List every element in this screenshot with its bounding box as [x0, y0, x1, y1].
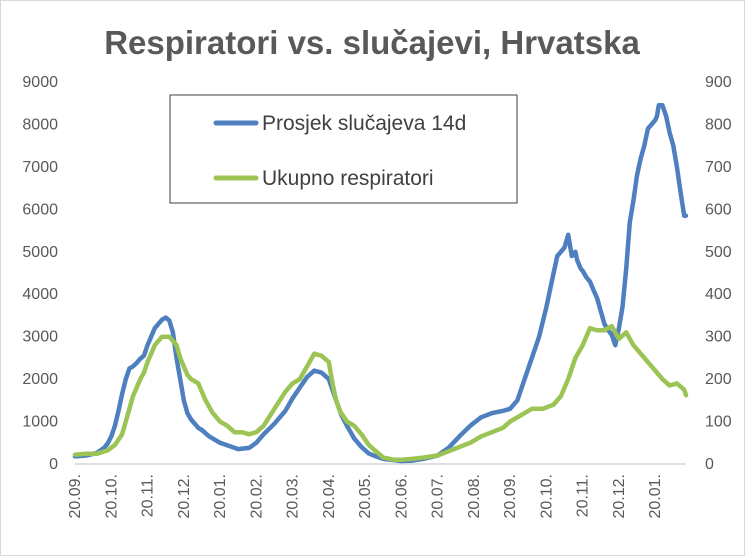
- legend-label-respirators: Ukupno respiratori: [262, 167, 434, 190]
- y-left-tick-label: 1000: [22, 414, 58, 431]
- x-tick-label: 20.10.: [103, 474, 120, 518]
- x-tick-label: 20.10.: [538, 474, 555, 518]
- x-tick-label: 20.09.: [67, 474, 84, 518]
- y-right-tick-label: 200: [705, 371, 732, 388]
- x-tick-label: 20.01.: [212, 474, 229, 518]
- x-tick-label: 20.12.: [611, 474, 628, 518]
- series-line-respirators: [72, 323, 689, 463]
- x-axis-tick-labels: 20.09. 20.10. 20.11. 20.12. 20.01. 20.02. 20.0…: [67, 474, 664, 518]
- y-right-tick-label: 700: [705, 159, 732, 176]
- legend-label-cases: Prosjek slučajeva 14d: [262, 112, 466, 135]
- x-tick-label: 20.05.: [357, 474, 374, 518]
- x-tick-label: 20.12.: [176, 474, 193, 518]
- x-tick-label: 20.02.: [248, 474, 265, 518]
- x-tick-label: 20.11.: [575, 474, 592, 517]
- x-tick-label: 20.11.: [140, 474, 157, 517]
- y-right-tick-label: 400: [705, 286, 732, 303]
- y-right-tick-label: 800: [705, 116, 732, 133]
- y-left-tick-label: 5000: [22, 244, 58, 261]
- y-left-tick-label: 8000: [22, 116, 58, 133]
- y-right-tick-label: 100: [705, 414, 732, 431]
- x-tick-label: 20.06.: [393, 474, 410, 518]
- y-left-tick-label: 2000: [22, 371, 58, 388]
- y-right-tick-label: 600: [705, 201, 732, 218]
- legend-box: [169, 94, 518, 204]
- legend: Prosjek slučajeva 14d Ukupno respiratori: [169, 94, 518, 204]
- x-tick-label: 20.04.: [321, 474, 338, 518]
- y-axis-left-ticks: 0 1000 2000 3000 4000 5000 6000 7000 8000 9000: [22, 74, 58, 473]
- y-right-tick-label: 500: [705, 244, 732, 261]
- y-axis-right-ticks: 0 100 200 300 400 500 600 700 800 900: [705, 74, 732, 473]
- y-right-tick-label: 900: [705, 74, 732, 91]
- x-tick-label: 20.08.: [466, 474, 483, 518]
- y-left-tick-label: 4000: [22, 286, 58, 303]
- x-tick-label: 20.01.: [647, 474, 664, 518]
- y-left-tick-label: 3000: [22, 329, 58, 346]
- y-left-tick-label: 6000: [22, 201, 58, 218]
- x-tick-label: 20.07.: [430, 474, 447, 518]
- y-right-tick-label: 300: [705, 329, 732, 346]
- y-left-tick-label: 0: [49, 456, 58, 473]
- series-layer: [72, 103, 689, 464]
- y-left-tick-label: 7000: [22, 159, 58, 176]
- y-left-tick-label: 9000: [22, 74, 58, 91]
- x-tick-label: 20.03.: [285, 474, 302, 518]
- y-right-tick-label: 0: [705, 456, 714, 473]
- x-tick-label: 20.09.: [502, 474, 519, 518]
- chart-title: Respiratori vs. slučajevi, Hrvatska: [104, 24, 640, 61]
